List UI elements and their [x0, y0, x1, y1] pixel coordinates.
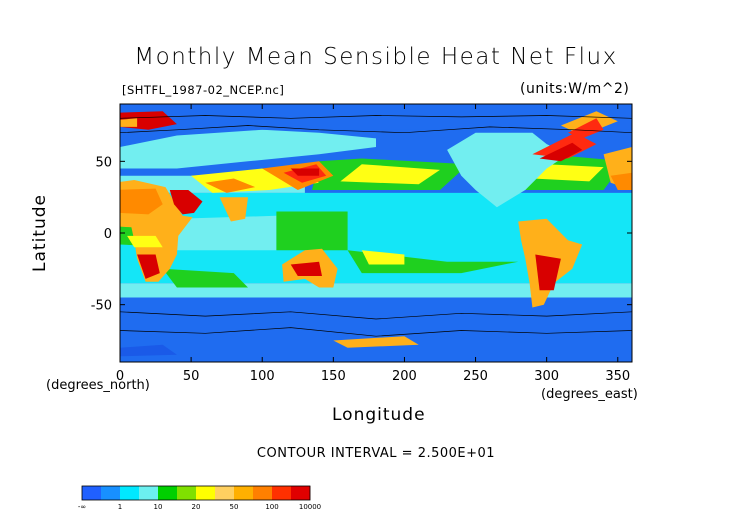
y-tick-label: 0 [104, 227, 112, 242]
x-tick-label: 350 [605, 369, 630, 384]
colorbar-frame [81, 485, 311, 501]
sahara [120, 188, 163, 215]
colorbar-swatch [120, 486, 140, 500]
colorbar-swatch [196, 486, 216, 500]
greenland-red [568, 118, 604, 139]
indian-lcyan [176, 215, 277, 251]
atlantic-east-dorange [610, 172, 632, 190]
contour-interval: CONTOUR INTERVAL = 2.500E+01 [256, 446, 496, 461]
subtropical-south-band [120, 283, 632, 298]
south-pacific-yellow [361, 250, 405, 265]
axis-ticks: 0 50 100 150 200 250 300 350 -50 0 50 [91, 104, 632, 384]
units-label: (units:W/m^2) [520, 81, 630, 97]
arabia [169, 190, 203, 215]
arctic-orange-west [120, 118, 138, 127]
north-america-east-dred [539, 142, 583, 162]
x-units-left: (degrees_north) [46, 378, 150, 393]
colorbar-label: 10000 [299, 503, 321, 511]
tropical-band [120, 192, 632, 284]
chart-title: Monthly Mean Sensible Heat Net Flux [134, 44, 618, 70]
x-tick-label: 300 [534, 369, 559, 384]
arctic [120, 104, 632, 130]
contour-line [120, 311, 632, 320]
colorbar-swatch [101, 486, 121, 500]
colorbar: -∞ 1 10 20 50 100 10000 [78, 485, 321, 511]
colorbar-swatch [253, 486, 273, 500]
north-pacific-yellow [340, 164, 440, 185]
colorbar-label: 1 [118, 503, 122, 511]
antarctic-coast-orange [333, 336, 419, 348]
x-tick-label: 0 [116, 369, 124, 384]
chart-subtitle: [SHTFL_1987-02_NCEP.nc] [122, 83, 285, 97]
congo [127, 235, 163, 248]
x-units-right: (degrees_east) [541, 387, 638, 402]
colorbar-swatch [234, 486, 254, 500]
y-tick-label: 50 [95, 155, 112, 170]
kalahari [137, 254, 160, 279]
eurasia-north [120, 129, 376, 169]
colorbar-swatch [291, 486, 311, 500]
colorbar-label: 100 [265, 503, 278, 511]
contour-line [120, 115, 632, 119]
colorbar-label: 20 [192, 503, 201, 511]
x-tick-label: 50 [183, 369, 200, 384]
colorbar-label: 10 [154, 503, 163, 511]
south-indian-green [162, 268, 248, 288]
x-tick-label: 150 [321, 369, 346, 384]
south-america-red [535, 254, 561, 291]
y-tick-label: -50 [91, 299, 112, 314]
maritime-green [276, 211, 348, 251]
map-layer [120, 104, 632, 362]
colorbar-swatch [215, 486, 235, 500]
colorbar-swatch [139, 486, 159, 500]
japan-dred [290, 168, 320, 176]
x-tick-label: 250 [463, 369, 488, 384]
north-america [447, 132, 568, 208]
colorbar-label: 50 [230, 503, 239, 511]
contour-lines [120, 115, 632, 337]
colorbar-swatch [82, 486, 102, 500]
contour-line [120, 327, 632, 337]
north-america-east-red [532, 132, 597, 159]
antarctic-dblue [120, 344, 177, 357]
colorbar-swatch [158, 486, 178, 500]
north-atlantic-yellow [532, 164, 604, 182]
colorbar-swatch [272, 486, 292, 500]
x-tick-label: 200 [392, 369, 417, 384]
colorbar-label: -∞ [78, 503, 86, 511]
india [219, 197, 248, 222]
x-axis-label: Longitude [332, 405, 426, 425]
australia-red [290, 261, 322, 276]
x-tick-label: 100 [250, 369, 275, 384]
contour-line [120, 125, 632, 134]
colorbar-swatch [177, 486, 197, 500]
tibet-orange [205, 178, 256, 193]
